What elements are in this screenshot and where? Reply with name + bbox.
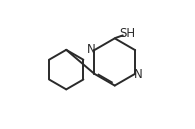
Text: N: N [134,68,142,81]
Text: SH: SH [119,27,135,40]
Text: N: N [87,43,96,56]
